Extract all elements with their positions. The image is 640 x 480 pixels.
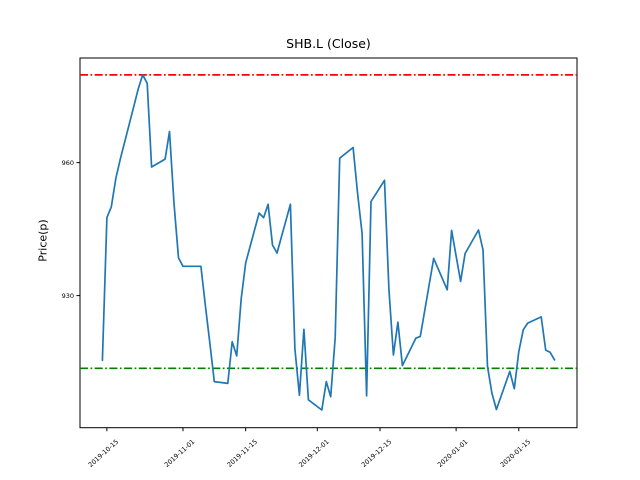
x-tick-label: 2019-12-01: [297, 438, 330, 469]
y-tick-label: 960: [62, 159, 74, 167]
axes-border: [79, 57, 578, 429]
x-tick-label: 2019-11-15: [226, 438, 259, 469]
x-tick-label: 2019-11-01: [163, 438, 196, 469]
x-tick-label: 2020-01-15: [499, 438, 532, 469]
price-line: [101, 73, 556, 411]
x-tick-label: 2020-01-01: [436, 438, 469, 469]
y-tick-label: 930: [62, 292, 74, 300]
x-tick-label: 2019-10-15: [87, 438, 120, 469]
x-tick-label: 2019-12-15: [360, 438, 393, 469]
chart-title: SHB.L (Close): [286, 36, 371, 51]
